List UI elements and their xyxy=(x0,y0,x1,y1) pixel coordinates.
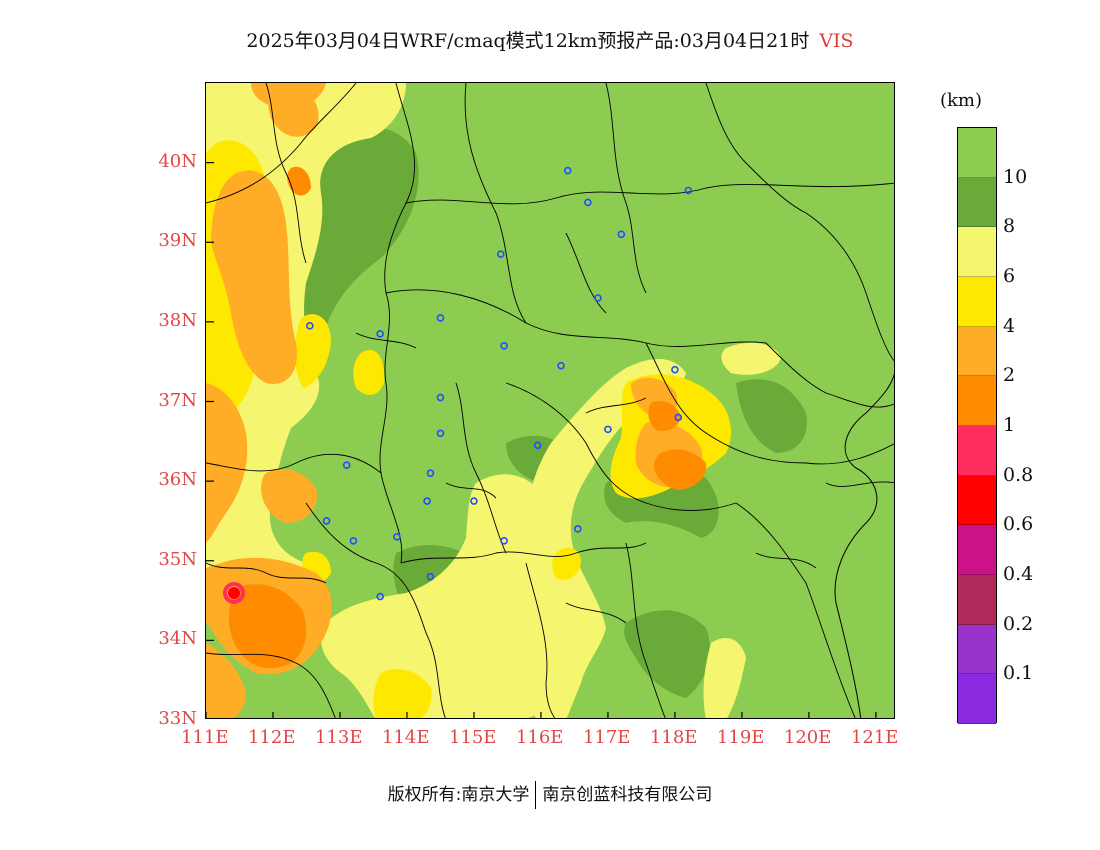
lat-tick-label: 39N xyxy=(158,230,197,252)
variable-label: VIS xyxy=(819,30,854,52)
station-marker xyxy=(470,497,478,505)
lon-tick-label: 120E xyxy=(783,727,832,748)
footer: 版权所有:南京大学 南京创蓝科技有限公司 xyxy=(0,780,1100,809)
station-markers xyxy=(306,166,693,601)
colorbar-label: 0.1 xyxy=(1003,662,1034,685)
station-marker xyxy=(436,429,445,438)
map-title: 2025年03月04日WRF/cmaq模式12km预报产品:03月04日21时 V… xyxy=(0,26,1100,53)
lat-tick-label: 37N xyxy=(158,389,197,411)
colorbar-label: 8 xyxy=(1003,215,1016,238)
station-marker xyxy=(500,341,508,350)
field-0-8 xyxy=(223,582,245,604)
station-marker xyxy=(671,365,679,374)
colorbar-label: 2 xyxy=(1003,364,1016,387)
lon-tick-label: 116E xyxy=(515,727,564,748)
lat-tick-label: 35N xyxy=(158,548,197,570)
title-text: 2025年03月04日WRF/cmaq模式12km预报产品:03月04日21时 xyxy=(246,30,810,52)
colorbar-label: 0.6 xyxy=(1003,513,1034,536)
station-marker xyxy=(376,330,384,338)
colorbar-swatch xyxy=(958,624,996,675)
station-marker xyxy=(393,533,401,541)
station-marker xyxy=(533,441,542,450)
lon-tick-label: 115E xyxy=(448,727,497,748)
station-marker xyxy=(604,425,612,434)
station-marker xyxy=(563,166,572,175)
field-0-6 xyxy=(228,587,240,599)
lat-tick-label: 34N xyxy=(158,628,197,650)
colorbar-label: 4 xyxy=(1003,314,1016,337)
lat-tick-label: 38N xyxy=(158,309,197,331)
lon-tick-label: 118E xyxy=(649,727,698,748)
colorbar-swatch xyxy=(958,376,996,426)
map-canvas xyxy=(206,83,894,718)
units-label: (km) xyxy=(940,90,983,111)
colorbar-label: 0.2 xyxy=(1003,612,1034,635)
station-marker xyxy=(500,537,508,545)
colorbar-label: 0.4 xyxy=(1003,563,1034,585)
colorbar-swatch xyxy=(958,276,996,327)
colorbar-swatch xyxy=(958,227,996,277)
station-marker xyxy=(617,230,626,239)
station-marker xyxy=(584,198,592,207)
colorbar-label: 10 xyxy=(1003,165,1028,188)
lat-tick-label: 40N xyxy=(158,150,197,172)
station-marker xyxy=(342,461,351,470)
lon-tick-label: 112E xyxy=(247,727,296,748)
station-marker xyxy=(423,497,431,505)
lon-tick-label: 113E xyxy=(314,727,363,748)
lon-tick-label: 117E xyxy=(582,727,631,748)
company-text: 南京创蓝科技有限公司 xyxy=(542,785,713,805)
colorbar-label: 0.8 xyxy=(1003,463,1034,486)
colorbar-swatch xyxy=(958,574,996,625)
colorbar-swatch xyxy=(958,475,996,526)
station-marker xyxy=(426,469,435,477)
colorbar-swatch xyxy=(958,425,996,476)
station-marker xyxy=(306,322,314,330)
field-1-2 xyxy=(228,166,707,669)
lat-tick-label: 33N xyxy=(158,708,197,729)
admin-boundaries xyxy=(206,83,894,718)
lon-tick-label: 111E xyxy=(181,727,229,748)
station-marker xyxy=(349,537,358,545)
lon-tick-label: 119E xyxy=(716,727,765,748)
station-marker xyxy=(496,250,505,258)
station-marker xyxy=(436,393,445,402)
lat-tick-label: 36N xyxy=(158,469,197,491)
colorbar-swatch xyxy=(958,525,996,575)
station-marker xyxy=(594,294,602,302)
station-marker xyxy=(557,361,565,370)
station-marker xyxy=(573,525,582,533)
station-marker xyxy=(376,592,384,601)
forecast-map xyxy=(205,82,895,719)
colorbar-swatch xyxy=(958,674,996,724)
coastline xyxy=(834,373,894,718)
colorbar-label: 1 xyxy=(1003,414,1016,436)
colorbar-label: 6 xyxy=(1003,265,1016,287)
colorbar-swatch xyxy=(958,177,996,228)
station-marker xyxy=(436,314,445,322)
lon-tick-label: 121E xyxy=(850,727,899,748)
colorbar xyxy=(957,127,997,724)
lon-tick-label: 114E xyxy=(381,727,430,748)
copyright-text: 版权所有:南京大学 xyxy=(387,785,530,805)
station-marker xyxy=(426,572,435,581)
station-marker xyxy=(674,413,683,422)
colorbar-swatch xyxy=(958,326,996,377)
station-marker xyxy=(684,186,693,195)
footer-divider xyxy=(535,781,537,809)
colorbar-swatch xyxy=(958,128,996,178)
station-marker xyxy=(322,517,331,525)
